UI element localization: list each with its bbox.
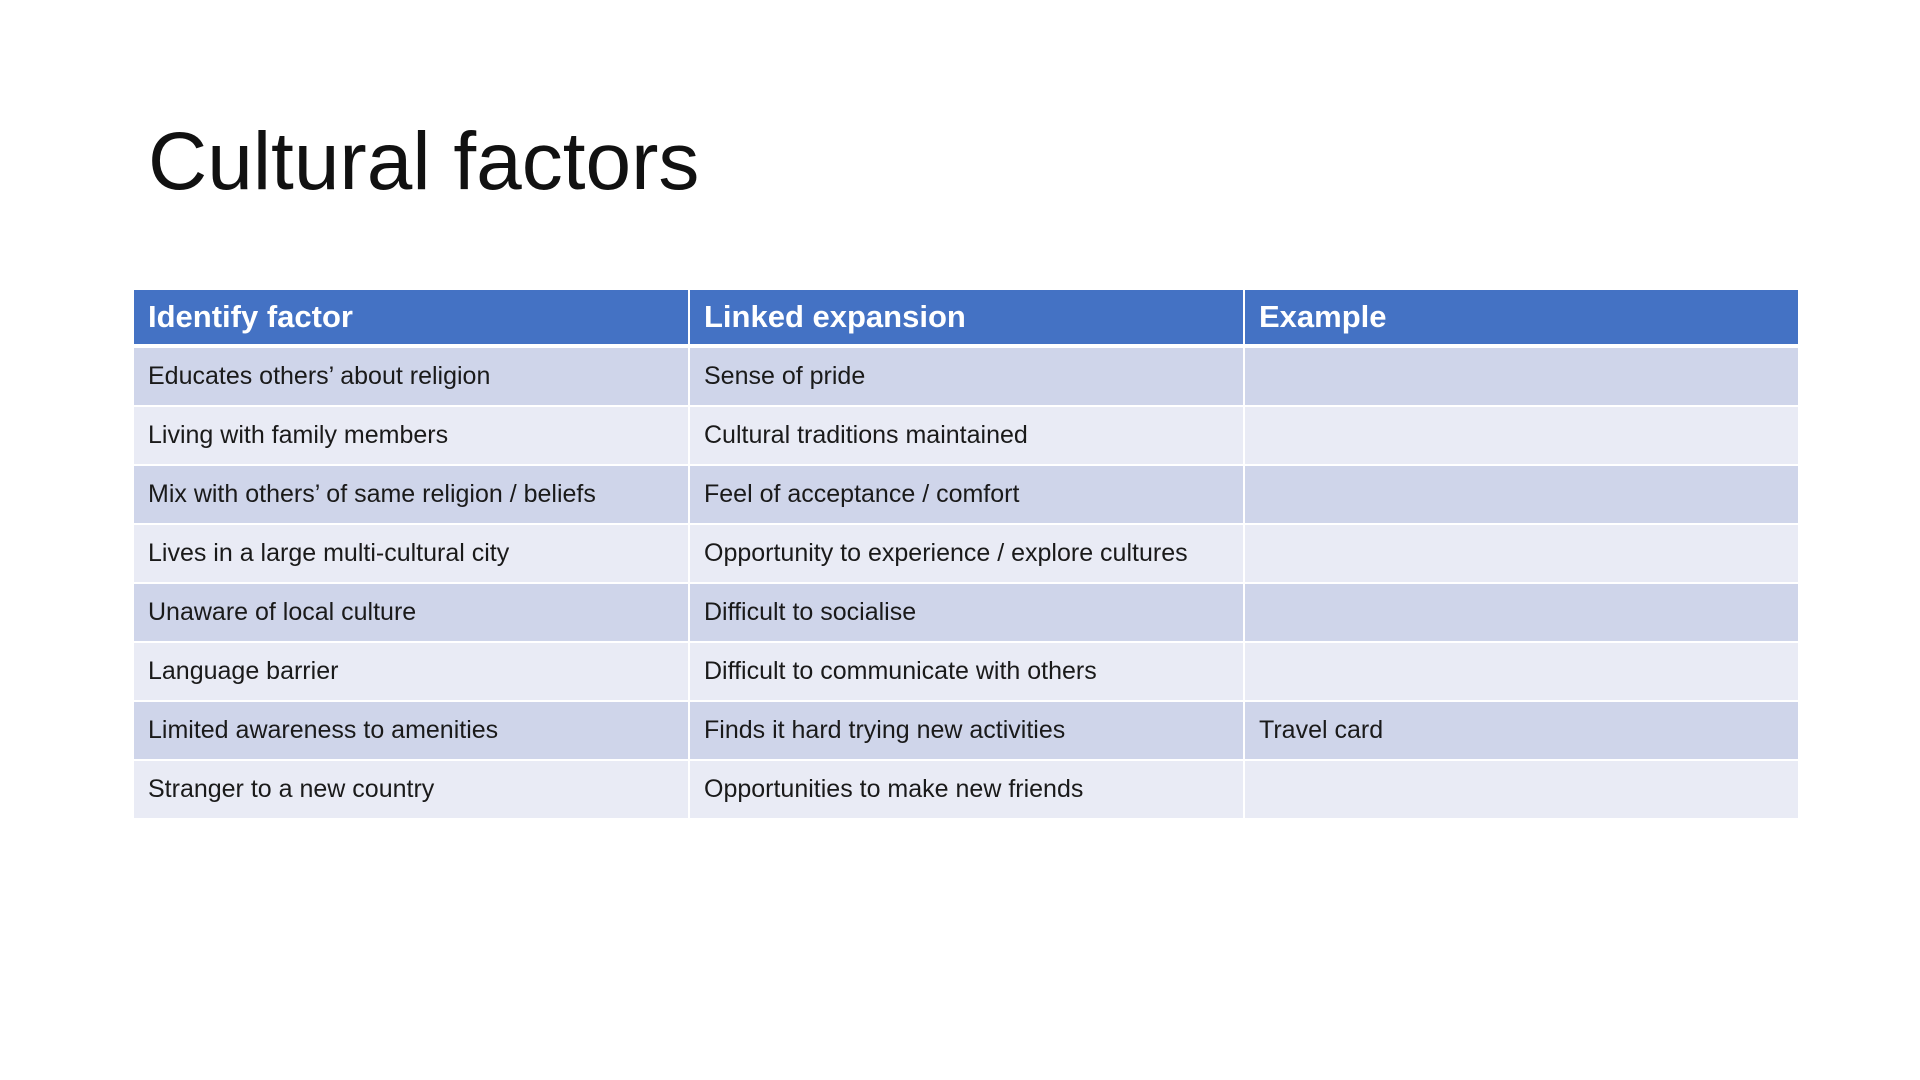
cell-expansion: Difficult to socialise bbox=[689, 583, 1245, 643]
cell-example bbox=[1244, 642, 1798, 702]
table-row: Mix with others’ of same religion / beli… bbox=[134, 465, 1798, 525]
table-row: Language barrier Difficult to communicat… bbox=[134, 642, 1798, 702]
cell-factor: Educates others’ about religion bbox=[134, 346, 690, 407]
cell-expansion: Cultural traditions maintained bbox=[689, 406, 1245, 466]
cell-example bbox=[1244, 465, 1798, 525]
cell-factor: Limited awareness to amenities bbox=[134, 701, 690, 761]
cell-example bbox=[1244, 524, 1798, 584]
table-row: Educates others’ about religion Sense of… bbox=[134, 346, 1798, 407]
table-row: Limited awareness to amenities Finds it … bbox=[134, 701, 1798, 761]
table-row: Stranger to a new country Opportunities … bbox=[134, 760, 1798, 820]
cell-expansion: Difficult to communicate with others bbox=[689, 642, 1245, 702]
table-row: Lives in a large multi-cultural city Opp… bbox=[134, 524, 1798, 584]
cell-factor: Living with family members bbox=[134, 406, 690, 466]
cell-example bbox=[1244, 406, 1798, 466]
header-example: Example bbox=[1244, 290, 1798, 348]
table-row: Living with family members Cultural trad… bbox=[134, 406, 1798, 466]
header-linked-expansion: Linked expansion bbox=[689, 290, 1245, 348]
table-container: Identify factor Linked expansion Example… bbox=[134, 290, 1798, 820]
cell-example: Travel card bbox=[1244, 701, 1798, 761]
cell-expansion: Finds it hard trying new activities bbox=[689, 701, 1245, 761]
cell-factor: Stranger to a new country bbox=[134, 760, 690, 820]
cell-expansion: Opportunities to make new friends bbox=[689, 760, 1245, 820]
cell-factor: Unaware of local culture bbox=[134, 583, 690, 643]
cell-expansion: Feel of acceptance / comfort bbox=[689, 465, 1245, 525]
cell-factor: Lives in a large multi-cultural city bbox=[134, 524, 690, 584]
cell-factor: Language barrier bbox=[134, 642, 690, 702]
cell-example bbox=[1244, 583, 1798, 643]
cell-factor: Mix with others’ of same religion / beli… bbox=[134, 465, 690, 525]
slide-title: Cultural factors bbox=[148, 116, 700, 207]
cell-expansion: Opportunity to experience / explore cult… bbox=[689, 524, 1245, 584]
cultural-factors-table: Identify factor Linked expansion Example… bbox=[134, 290, 1798, 820]
table-row: Unaware of local culture Difficult to so… bbox=[134, 583, 1798, 643]
cell-example bbox=[1244, 760, 1798, 820]
header-identify-factor: Identify factor bbox=[134, 290, 690, 348]
cell-expansion: Sense of pride bbox=[689, 346, 1245, 407]
table-header-row: Identify factor Linked expansion Example bbox=[134, 290, 1798, 348]
cell-example bbox=[1244, 346, 1798, 407]
